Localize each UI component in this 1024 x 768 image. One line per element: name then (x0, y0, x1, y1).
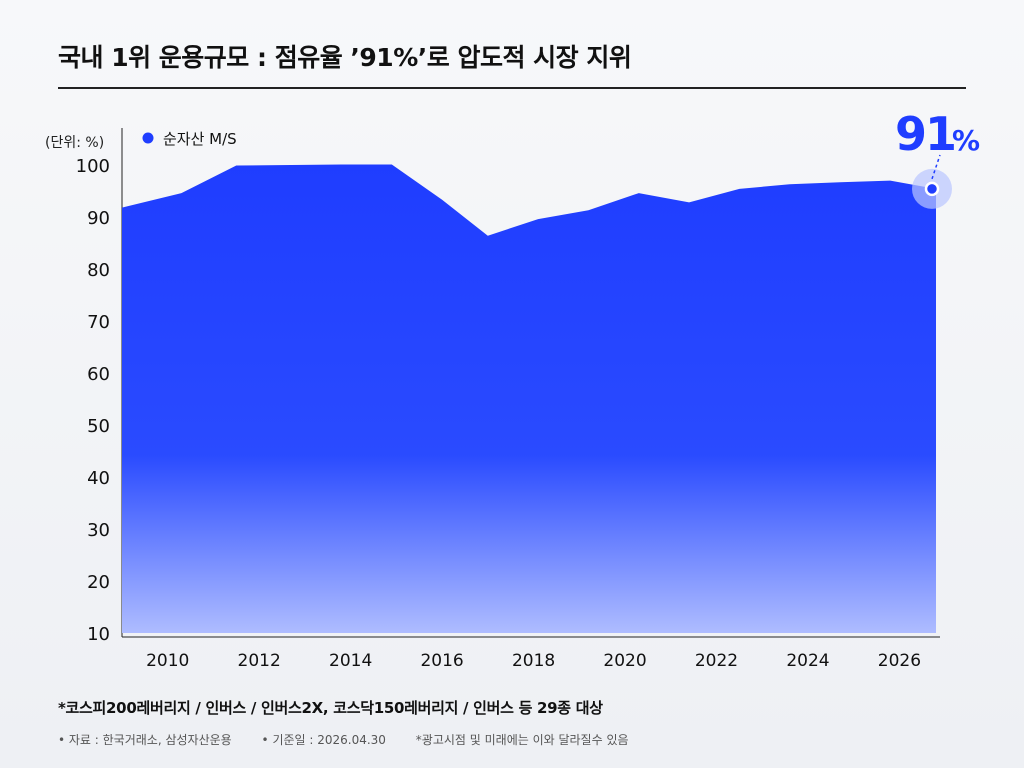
y-tick-label: 30 (87, 520, 110, 541)
y-tick-label: 20 (87, 572, 110, 593)
x-tick-label: 2018 (512, 651, 555, 671)
callout-value: 91 (895, 107, 955, 161)
y-tick-label: 10 (87, 624, 110, 645)
x-tick-label: 2012 (238, 651, 281, 671)
market-share-chart: 10 20 30 40 50 60 70 80 90 100 (단위: %) 2010 2012 2014… (45, 107, 980, 671)
legend-label: 순자산 M/S (163, 130, 237, 148)
series-area (122, 164, 936, 633)
coverage-footnote: *코스피200레버리지 / 인버스 / 인버스2X, 코스닥150레버리지 / … (58, 699, 603, 717)
x-tick-label: 2026 (878, 651, 921, 671)
callout-leader (931, 154, 941, 180)
y-tick-label: 100 (76, 156, 110, 177)
source-notes: • 자료 : 한국거래소, 삼성자산운용 • 기준일 : 2026.04.30 … (58, 731, 655, 748)
highlight-dot (924, 181, 940, 197)
y-tick-label: 50 (87, 416, 110, 437)
y-tick-label: 40 (87, 468, 110, 489)
y-tick-label: 80 (87, 260, 110, 281)
legend-marker (142, 132, 154, 144)
y-tick-label: 60 (87, 364, 110, 385)
y-tick-label: 90 (87, 208, 110, 229)
x-tick-label: 2022 (695, 651, 738, 671)
disclaimer-note: *광고시점 및 미래에는 이와 달라질수 있음 (415, 733, 629, 747)
x-tick-label: 2020 (603, 651, 646, 671)
y-unit-label: (단위: %) (45, 135, 104, 151)
title-divider (58, 87, 966, 89)
x-tick-label: 2010 (146, 651, 189, 671)
callout-unit: % (952, 124, 980, 157)
page-title: 국내 1위 운용규모 : 점유율 ’91%’로 압도적 시장 지위 (58, 43, 632, 72)
x-tick-label: 2024 (786, 651, 829, 671)
x-tick-label: 2014 (329, 651, 372, 671)
source-note: • 자료 : 한국거래소, 삼성자산운용 (58, 733, 232, 747)
y-tick-label: 70 (87, 312, 110, 333)
x-tick-label: 2016 (420, 651, 463, 671)
base-date-note: • 기준일 : 2026.04.30 (261, 733, 386, 747)
